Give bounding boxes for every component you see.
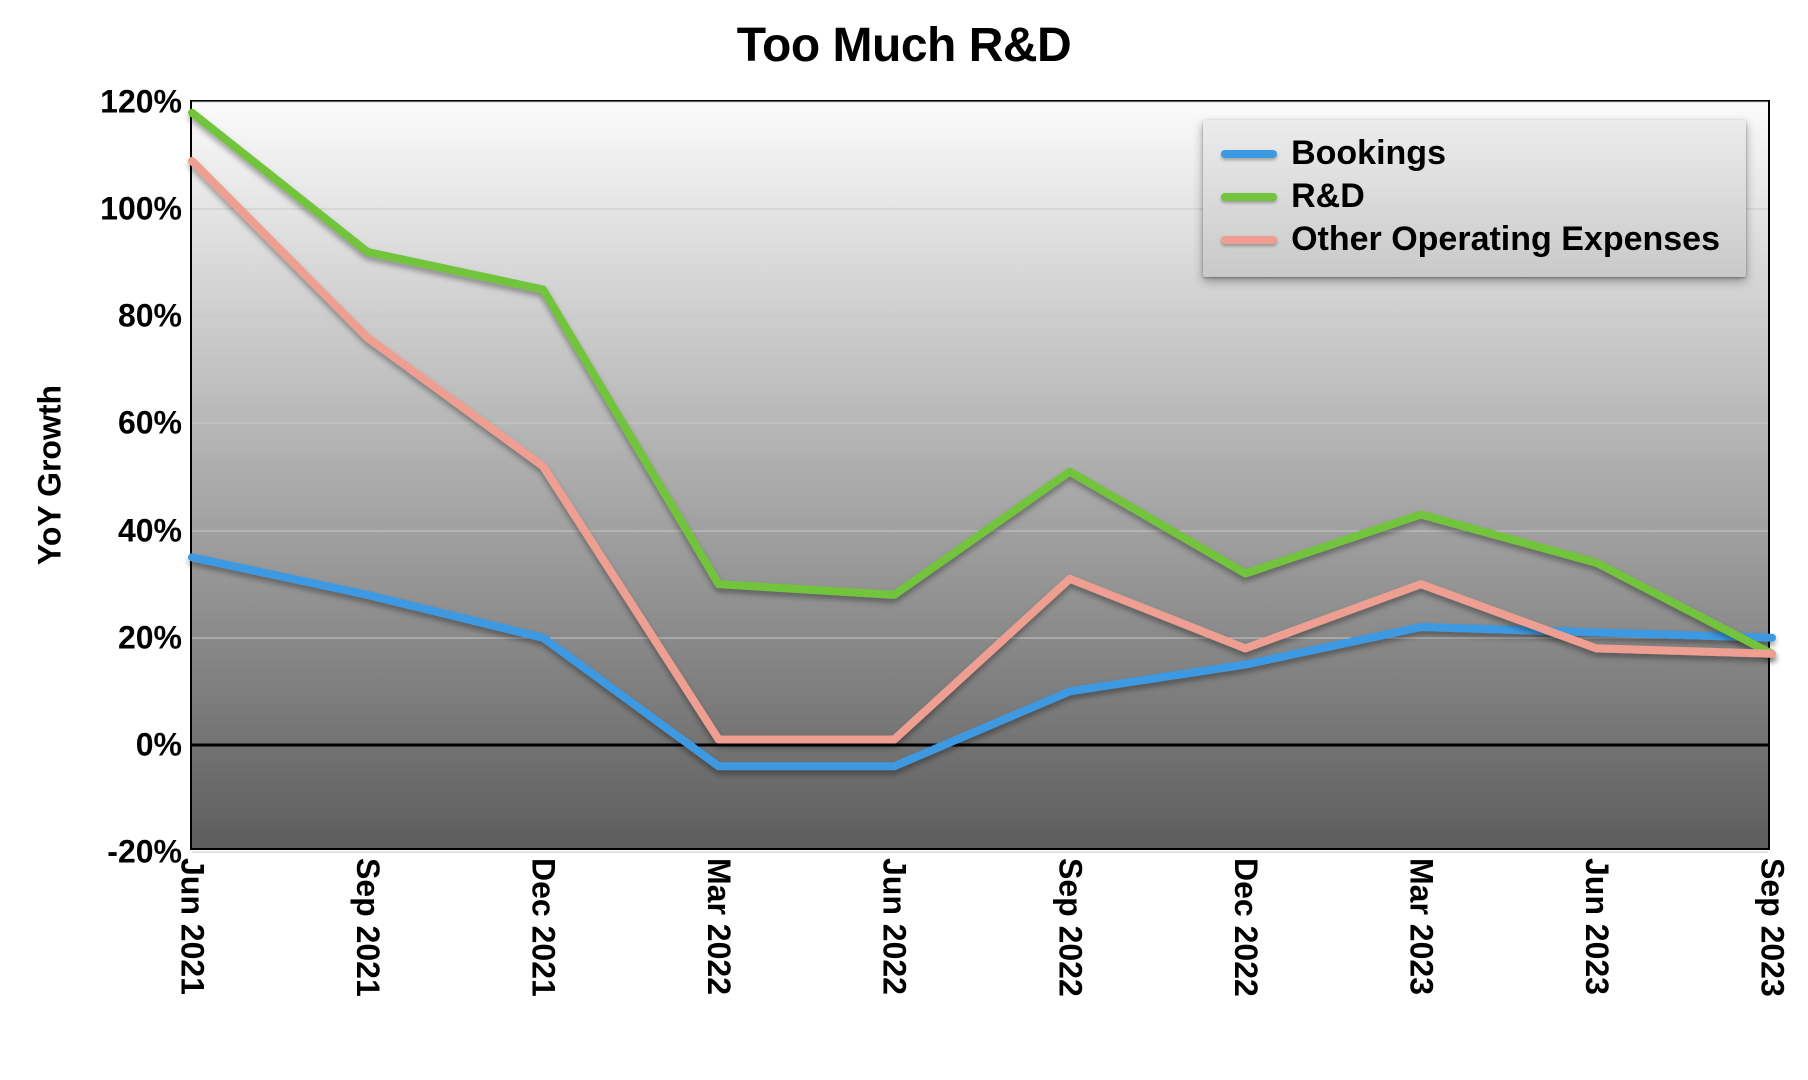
x-tick-label: Jun 2023 [1578,848,1615,995]
y-tick-label: 20% [118,619,192,656]
x-tick-label: Sep 2021 [349,848,386,997]
x-tick-label: Jun 2022 [876,848,913,995]
chart-title: Too Much R&D [0,18,1808,73]
x-tick-label: Mar 2023 [1402,848,1439,995]
x-tick-label: Sep 2023 [1754,848,1791,997]
x-tick-label: Dec 2022 [1227,848,1264,997]
plot-area: -20%0%20%40%60%80%100%120%Jun 2021Sep 20… [190,100,1770,850]
x-tick-label: Dec 2021 [525,848,562,997]
y-tick-label: 0% [136,726,192,763]
y-tick-label: 80% [118,298,192,335]
legend-swatch [1221,236,1277,244]
legend-item: Bookings [1221,134,1720,173]
y-axis-label: YoY Growth [32,385,69,565]
x-tick-label: Sep 2022 [1051,848,1088,997]
legend-swatch [1221,193,1277,201]
legend: Bookings R&D Other Operating Expenses [1203,120,1746,277]
chart-container: Too Much R&D YoY Growth -20%0%20%40%60%8… [0,0,1808,1080]
y-tick-label: 120% [100,84,192,121]
legend-label: Other Operating Expenses [1291,220,1720,259]
legend-label: R&D [1291,177,1365,216]
x-tick-label: Jun 2021 [174,848,211,995]
legend-item: Other Operating Expenses [1221,220,1720,259]
y-tick-label: 100% [100,191,192,228]
y-tick-label: 60% [118,405,192,442]
legend-swatch [1221,150,1277,158]
x-tick-label: Mar 2022 [700,848,737,995]
legend-item: R&D [1221,177,1720,216]
y-tick-label: 40% [118,512,192,549]
legend-label: Bookings [1291,134,1446,173]
